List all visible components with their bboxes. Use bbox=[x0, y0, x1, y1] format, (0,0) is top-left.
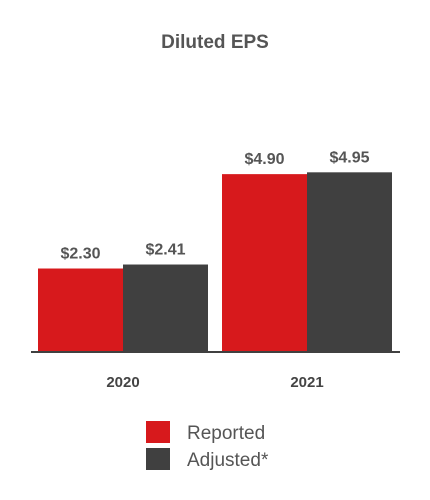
data-label-reported-2021: $4.90 bbox=[244, 151, 284, 168]
bar-reported-2021 bbox=[222, 174, 307, 352]
bar-reported-2020 bbox=[38, 268, 123, 352]
chart-title: Diluted EPS bbox=[161, 32, 269, 53]
bars-group bbox=[38, 172, 392, 352]
x-tick-label-2020: 2020 bbox=[106, 374, 139, 391]
value-labels-group: $2.30 $2.41 $4.90 $4.95 bbox=[60, 149, 369, 262]
bar-adjusted-2020 bbox=[123, 264, 208, 352]
data-label-reported-2020: $2.30 bbox=[60, 246, 100, 263]
legend: Reported Adjusted* bbox=[146, 421, 269, 471]
x-tick-labels-group: 2020 2021 bbox=[106, 374, 323, 391]
legend-swatch-reported bbox=[146, 421, 170, 443]
legend-label-adjusted: Adjusted* bbox=[187, 450, 269, 471]
legend-label-reported: Reported bbox=[187, 423, 265, 444]
data-label-adjusted-2021: $4.95 bbox=[329, 149, 369, 166]
data-label-adjusted-2020: $2.41 bbox=[145, 242, 185, 259]
bar-adjusted-2021 bbox=[307, 172, 392, 352]
x-tick-label-2021: 2021 bbox=[290, 374, 323, 391]
legend-swatch-adjusted bbox=[146, 448, 170, 470]
